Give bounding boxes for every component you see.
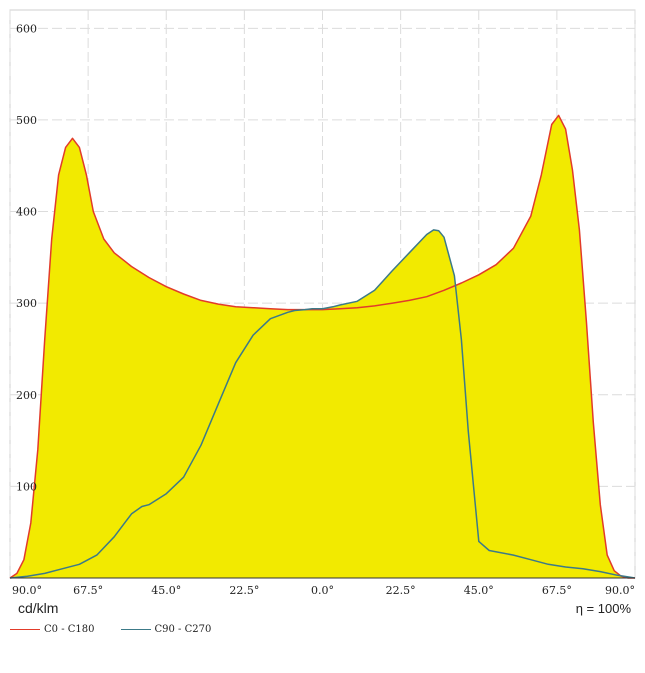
y-tick-label-3: 400 bbox=[16, 206, 37, 219]
chart-svg: 100 200 300 400 500 600 90.0° 67.5° 45.0° 22.5° 0… bbox=[9, 9, 636, 597]
y-tick-labels: 100 200 300 400 500 600 bbox=[16, 22, 37, 493]
series-area-1 bbox=[10, 229, 635, 578]
legend: C0 - C180 C90 - C270 bbox=[10, 624, 211, 635]
y-tick-label-5: 600 bbox=[16, 22, 37, 35]
x-tick-label-4: 0.0° bbox=[311, 584, 334, 597]
legend-item-c0-c180: C0 - C180 bbox=[10, 624, 95, 635]
series-line-0 bbox=[9, 114, 635, 579]
unit-label: cd/klm bbox=[18, 600, 59, 616]
efficiency-label: η = 100% bbox=[575, 601, 631, 616]
x-tick-label-1: 67.5° bbox=[73, 584, 103, 597]
legend-item-c90-c270: C90 - C270 bbox=[120, 624, 212, 635]
x-tick-label-6: 45.0° bbox=[464, 584, 494, 597]
x-tick-label-3: 22.5° bbox=[229, 584, 259, 597]
y-tick-label-4: 500 bbox=[16, 114, 37, 127]
x-tick-label-8: 90.0° bbox=[605, 584, 635, 597]
y-tick-label-1: 200 bbox=[16, 389, 37, 402]
series-lines bbox=[9, 114, 636, 579]
x-tick-label-5: 22.5° bbox=[386, 584, 416, 597]
series-fills bbox=[10, 115, 635, 579]
x-tick-label-0: 90.0° bbox=[12, 584, 42, 597]
y-tick-label-0: 100 bbox=[16, 480, 37, 493]
legend-label-c90-c270: C90 - C270 bbox=[154, 624, 212, 635]
legend-swatch-c90-c270 bbox=[120, 629, 151, 630]
x-tick-label-2: 45.0° bbox=[151, 584, 181, 597]
series-line-1 bbox=[9, 229, 636, 579]
y-tick-label-2: 300 bbox=[16, 297, 37, 310]
x-tick-label-7: 67.5° bbox=[542, 584, 572, 597]
legend-label-c0-c180: C0 - C180 bbox=[44, 624, 95, 635]
x-tick-labels: 90.0° 67.5° 45.0° 22.5° 0.0° 22.5° 45.0° 67.5° 9… bbox=[12, 584, 635, 597]
legend-swatch-c0-c180 bbox=[10, 629, 40, 630]
